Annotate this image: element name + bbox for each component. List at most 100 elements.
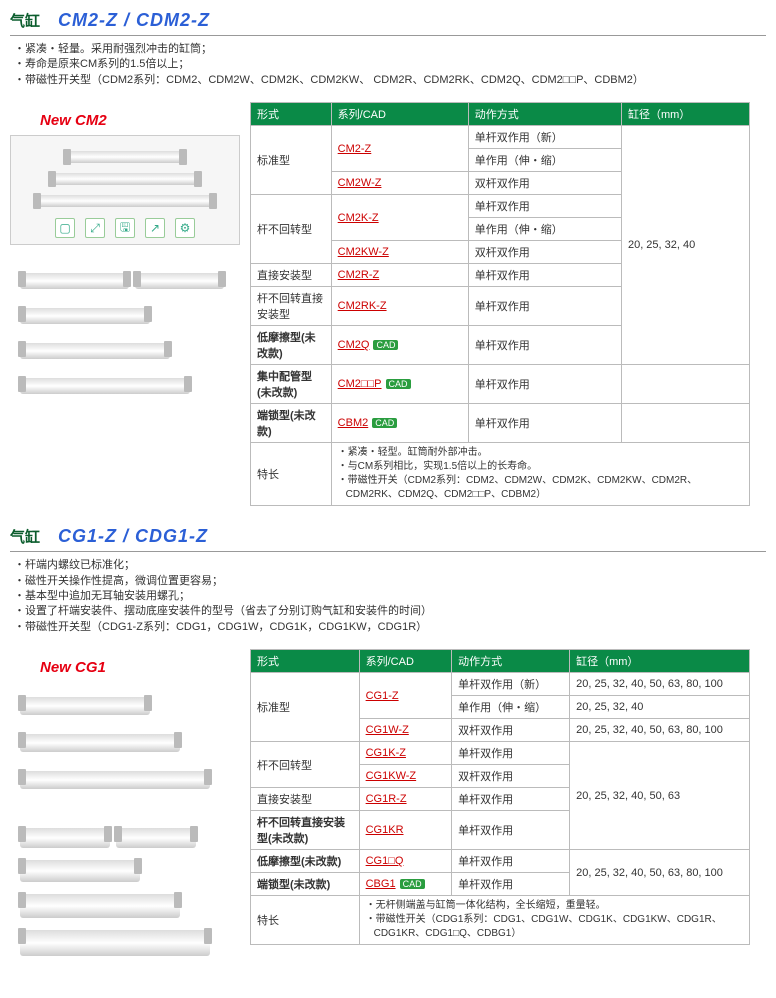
section1-model: CM2-Z / CDM2-Z [58,10,210,31]
type-cell: 低摩擦型(未改款) [251,850,360,873]
series-link[interactable]: CBM2 [338,417,369,429]
action-cell: 单杆双作用 [468,264,621,287]
cg1-figure-bottom [10,816,240,968]
series-cell: CM2QCAD [331,326,468,365]
type-cell: 端锁型(未改款) [251,404,332,443]
series-cell: CG1R-Z [359,788,452,811]
table-row: 杆不回转型CG1K-Z单杆双作用20, 25, 32, 40, 50, 63 [251,742,750,765]
series-link[interactable]: CBG1 [366,878,396,890]
table-header: 缸径（mm） [570,650,750,673]
table-row: 集中配管型(未改款)CM2□□PCAD单杆双作用 [251,365,750,404]
table-header: 系列/CAD [359,650,452,673]
series-cell: CM2□□PCAD [331,365,468,404]
bore-cell [621,365,749,404]
figure-toolbar: ▢ ⤢ 🖫 ↗ ⚙ [55,218,195,238]
bore-cell: 20, 25, 32, 40, 50, 63 [570,742,750,850]
action-cell: 单杆双作用 [468,365,621,404]
table-header: 缸径（mm） [621,103,749,126]
table-row: 标准型CM2-Z单杆双作用（新）20, 25, 32, 40 [251,126,750,149]
series-link[interactable]: CM2KW-Z [338,246,389,258]
table-header: 形式 [251,103,332,126]
bore-cell: 20, 25, 32, 40 [570,696,750,719]
section2-content: New CG1 形式系列/CAD动作方式缸径（mm）标准型CG1-Z单杆双作用（… [10,649,766,968]
series-cell: CG1-Z [359,673,452,719]
feature-row: 特长无杆侧端盖与缸筒一体化结构，全长缩短，重量轻。带磁性开关（CDG1系列：CD… [251,896,750,945]
type-cell: 标准型 [251,673,360,742]
series-cell: CG1□Q [359,850,452,873]
series-link[interactable]: CG1R-Z [366,793,407,805]
series-cell: CBG1CAD [359,873,452,896]
type-cell: 直接安装型 [251,264,332,287]
series-cell: CM2RK-Z [331,287,468,326]
type-cell: 低摩擦型(未改款) [251,326,332,365]
action-cell: 单作用（伸・缩） [468,149,621,172]
series-link[interactable]: CG1-Z [366,690,399,702]
action-cell: 单杆双作用 [468,195,621,218]
series-link[interactable]: CG1W-Z [366,724,409,736]
bore-cell: 20, 25, 32, 40 [621,126,749,365]
cm2-figure-group [10,257,240,409]
table-row: 端锁型(未改款)CBM2CAD单杆双作用 [251,404,750,443]
new-cm2-badge: New CM2 [40,112,240,129]
table-row: 标准型CG1-Z单杆双作用（新）20, 25, 32, 40, 50, 63, … [251,673,750,696]
table-header: 形式 [251,650,360,673]
section2-image-col: New CG1 [10,649,240,968]
action-cell: 双杆双作用 [468,172,621,195]
series-cell: CG1W-Z [359,719,452,742]
type-cell: 集中配管型(未改款) [251,365,332,404]
table-header: 动作方式 [452,650,570,673]
cad-badge: CAD [372,418,397,428]
type-cell: 杆不回转型 [251,742,360,788]
type-cell: 直接安装型 [251,788,360,811]
series-link[interactable]: CG1KR [366,824,404,836]
cad-badge: CAD [373,340,398,350]
cg1-figure-top [10,682,240,804]
series-link[interactable]: CG1KW-Z [366,770,417,782]
series-link[interactable]: CM2R-Z [338,269,380,281]
series-cell: CG1K-Z [359,742,452,765]
series-link[interactable]: CM2-Z [338,143,372,155]
section1-title: 气缸 CM2-Z / CDM2-Z [10,10,766,36]
type-cell: 标准型 [251,126,332,195]
series-cell: CBM2CAD [331,404,468,443]
new-cg1-badge: New CG1 [40,659,240,676]
series-link[interactable]: CM2□□P [338,378,382,390]
action-cell: 单杆双作用（新） [468,126,621,149]
action-cell: 单杆双作用（新） [452,673,570,696]
action-cell: 双杆双作用 [452,765,570,788]
action-cell: 单杆双作用 [468,287,621,326]
section1-image-col: New CM2 ▢ ⤢ 🖫 ↗ ⚙ [10,102,240,409]
type-cell: 杆不回转型 [251,195,332,264]
section1-bullets: ・紧凑・轻量。采用耐强烈冲击的缸筒；・寿命是原来CM系列的1.5倍以上；・带磁性… [14,42,766,88]
tool-btn-3[interactable]: 🖫 [115,218,135,238]
feature-cell: 无杆侧端盖与缸筒一体化结构，全长缩短，重量轻。带磁性开关（CDG1系列：CDG1… [359,896,749,945]
section2-label: 气缸 [10,526,40,547]
tool-btn-4[interactable]: ↗ [145,218,165,238]
feature-label: 特长 [251,896,360,945]
tool-btn-5[interactable]: ⚙ [175,218,195,238]
series-cell: CM2-Z [331,126,468,172]
series-link[interactable]: CM2W-Z [338,177,382,189]
series-cell: CG1KW-Z [359,765,452,788]
series-link[interactable]: CG1□Q [366,855,404,867]
action-cell: 双杆双作用 [468,241,621,264]
bore-cell: 20, 25, 32, 40, 50, 63, 80, 100 [570,719,750,742]
section2-model: CG1-Z / CDG1-Z [58,526,208,547]
section1-content: New CM2 ▢ ⤢ 🖫 ↗ ⚙ 形式系列/CAD动作方式缸径（mm）标准型C… [10,102,766,506]
series-link[interactable]: CG1K-Z [366,747,406,759]
feature-cell: 紧凑・轻型。缸筒耐外部冲击。与CM系列相比，实现1.5倍以上的长寿命。带磁性开关… [331,443,749,506]
table-header: 动作方式 [468,103,621,126]
tool-btn-2[interactable]: ⤢ [85,218,105,238]
type-cell: 杆不回转直接安装型(未改款) [251,811,360,850]
series-link[interactable]: CM2K-Z [338,212,379,224]
series-link[interactable]: CM2Q [338,339,370,351]
tool-btn-1[interactable]: ▢ [55,218,75,238]
section1-table: 形式系列/CAD动作方式缸径（mm）标准型CM2-Z单杆双作用（新）20, 25… [250,102,750,506]
table-header: 系列/CAD [331,103,468,126]
series-link[interactable]: CM2RK-Z [338,300,387,312]
bore-cell: 20, 25, 32, 40, 50, 63, 80, 100 [570,850,750,896]
series-cell: CM2K-Z [331,195,468,241]
action-cell: 单杆双作用 [452,788,570,811]
series-cell: CG1KR [359,811,452,850]
bore-cell [621,404,749,443]
